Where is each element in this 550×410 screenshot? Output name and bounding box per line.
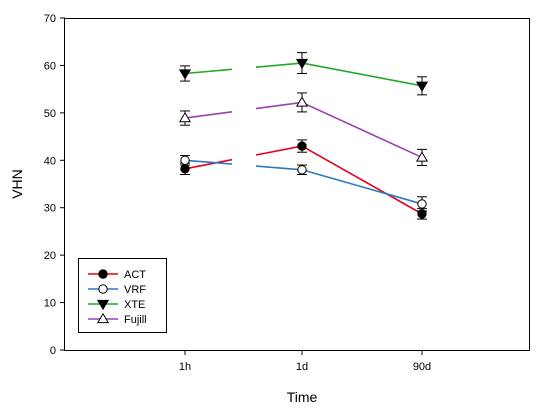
legend-label-act: ACT (124, 269, 146, 281)
x-tick-label: 90d (413, 361, 431, 373)
y-tick-label: 70 (44, 13, 56, 25)
series-line-act (301, 145, 423, 215)
series-line-act (255, 145, 303, 156)
series-line-fujill (255, 101, 303, 110)
data-point-fujill (295, 96, 309, 107)
series-act (180, 139, 427, 220)
y-tick-label: 50 (44, 108, 56, 120)
series-line-act (184, 158, 233, 170)
y-tick-label: 30 (44, 203, 56, 215)
y-tick-label: 10 (44, 298, 56, 310)
series-line-xte (255, 62, 303, 68)
data-point-act (180, 164, 190, 174)
y-axis: 0 10 20 30 40 50 60 70 (44, 13, 65, 357)
series-line-xte (301, 62, 423, 87)
y-axis-title: VHN (9, 169, 25, 199)
series-line-vrf (255, 165, 303, 171)
y-tick-label: 60 (44, 60, 56, 72)
series-layer (178, 52, 429, 220)
data-point-vrf (297, 165, 307, 175)
legend-label-vrf: VRF (124, 284, 146, 296)
plot-frame (64, 18, 530, 351)
data-point-vrf (180, 155, 190, 165)
legend-marker-fujill (96, 312, 110, 324)
x-axis-title: Time (287, 389, 318, 405)
legend-marker-xte (96, 299, 110, 311)
legend-label-fujill: Fujill (124, 314, 147, 326)
y-tick-label: 40 (44, 155, 56, 167)
legend-marker-act (98, 269, 108, 279)
x-tick-label: 1d (296, 361, 308, 373)
data-point-xte (415, 81, 429, 93)
data-point-xte (178, 69, 192, 80)
series-fujill (178, 92, 429, 167)
x-axis: 1h 1d 90d (179, 350, 431, 373)
y-tick-label: 0 (50, 345, 56, 357)
series-line-fujill (301, 101, 423, 159)
data-point-fujill (178, 111, 192, 123)
legend: ACT VRF XTE Fujill (78, 258, 167, 333)
y-tick-label: 20 (44, 250, 56, 262)
series-xte (178, 52, 429, 96)
series-line-fujill (184, 110, 233, 119)
data-point-fujill (415, 151, 429, 162)
legend-marker-vrf (98, 284, 108, 294)
series-line-vrf (184, 159, 233, 165)
series-vrf (180, 155, 427, 212)
data-point-vrf (417, 199, 427, 209)
series-line-xte (184, 68, 233, 75)
x-tick-label: 1h (179, 361, 191, 373)
series-line-vrf (301, 169, 423, 205)
data-point-xte (295, 58, 309, 70)
legend-label-xte: XTE (124, 299, 145, 311)
data-point-act (297, 141, 307, 151)
legend-box (78, 258, 167, 333)
